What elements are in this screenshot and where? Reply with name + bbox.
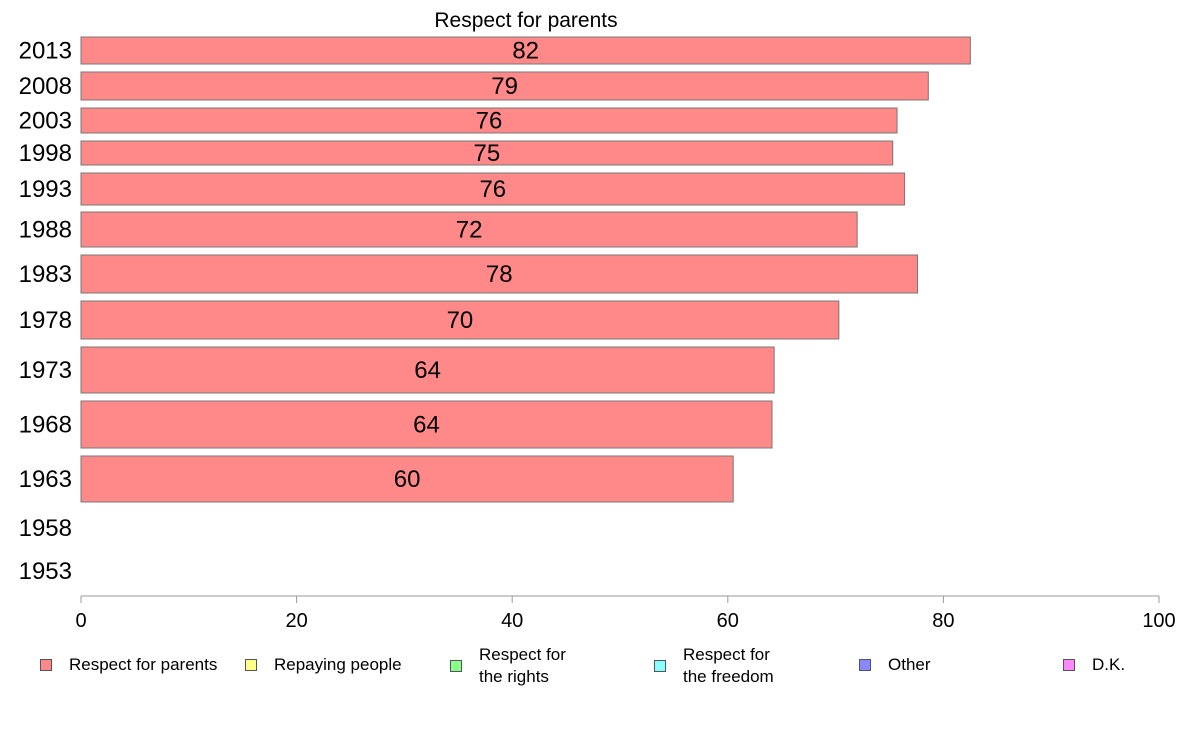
- legend-swatch: [654, 660, 666, 672]
- x-axis: 0 20 40 60 80 100: [75, 595, 1176, 632]
- category-label: 1953: [19, 558, 72, 585]
- category-label: 1963: [19, 466, 72, 493]
- x-tick-label: 40: [501, 610, 523, 632]
- legend-item-respect-for-parents: Respect for parents: [40, 654, 217, 676]
- data-label: 78: [486, 261, 513, 288]
- data-label: 72: [456, 217, 483, 244]
- legend: Respect for parents Repaying people Resp…: [0, 640, 1188, 700]
- x-tick-label: 0: [75, 610, 86, 632]
- data-label: 64: [413, 412, 440, 439]
- data-label: 70: [447, 307, 474, 334]
- legend-label: Respect for the rights: [479, 645, 566, 686]
- bar: [80, 36, 971, 65]
- legend-item-respect-for-the-rights: Respect for the rights: [450, 644, 566, 688]
- legend-label: Respect for parents: [69, 655, 218, 674]
- legend-label: Repaying people: [274, 655, 402, 674]
- bar: [80, 211, 858, 248]
- legend-label: D.K.: [1092, 655, 1126, 674]
- data-label: 75: [474, 140, 501, 167]
- category-label: 1958: [19, 515, 72, 542]
- legend-swatch: [1063, 659, 1075, 671]
- legend-label: Respect for the freedom: [683, 645, 774, 686]
- data-label: 76: [476, 108, 503, 135]
- category-label: 1988: [19, 217, 72, 244]
- legend-swatch: [40, 659, 52, 671]
- legend-swatch: [450, 660, 462, 672]
- data-label: 60: [394, 466, 421, 493]
- category-labels: 2013 2008 2003 1998 1993 1988 1983 1978 1973 1968…: [19, 38, 72, 586]
- bar: [80, 400, 773, 449]
- category-label: 1983: [19, 261, 72, 288]
- category-label: 2008: [19, 73, 72, 100]
- category-label: 1973: [19, 357, 72, 384]
- bar: [80, 346, 775, 394]
- legend-swatch: [245, 659, 257, 671]
- data-label: 82: [512, 38, 539, 65]
- bar: [80, 107, 898, 134]
- legend-item-repaying-people: Repaying people: [245, 654, 402, 676]
- chart-title: Respect for parents: [434, 9, 617, 32]
- category-label: 2003: [19, 108, 72, 135]
- bar: [80, 71, 929, 101]
- legend-item-dk: D.K.: [1063, 654, 1125, 676]
- x-tick-label: 20: [285, 610, 307, 632]
- x-tick-label: 60: [717, 610, 739, 632]
- x-tick-label: 80: [932, 610, 954, 632]
- category-label: 1998: [19, 140, 72, 167]
- bar: [80, 172, 906, 206]
- legend-item-respect-for-the-freedom: Respect for the freedom: [654, 644, 774, 688]
- legend-swatch: [859, 659, 871, 671]
- legend-label: Other: [888, 655, 931, 674]
- data-label: 76: [479, 176, 506, 203]
- x-tick-label: 100: [1142, 610, 1175, 632]
- bar: [80, 140, 894, 166]
- bar: [80, 254, 919, 294]
- category-label: 1978: [19, 307, 72, 334]
- legend-item-other: Other: [859, 654, 931, 676]
- category-label: 1993: [19, 176, 72, 203]
- category-label: 1968: [19, 412, 72, 439]
- bar: [80, 300, 840, 340]
- category-label: 2013: [19, 38, 72, 65]
- data-label: 79: [491, 73, 518, 100]
- bar: [80, 455, 734, 503]
- data-label: 64: [414, 357, 441, 384]
